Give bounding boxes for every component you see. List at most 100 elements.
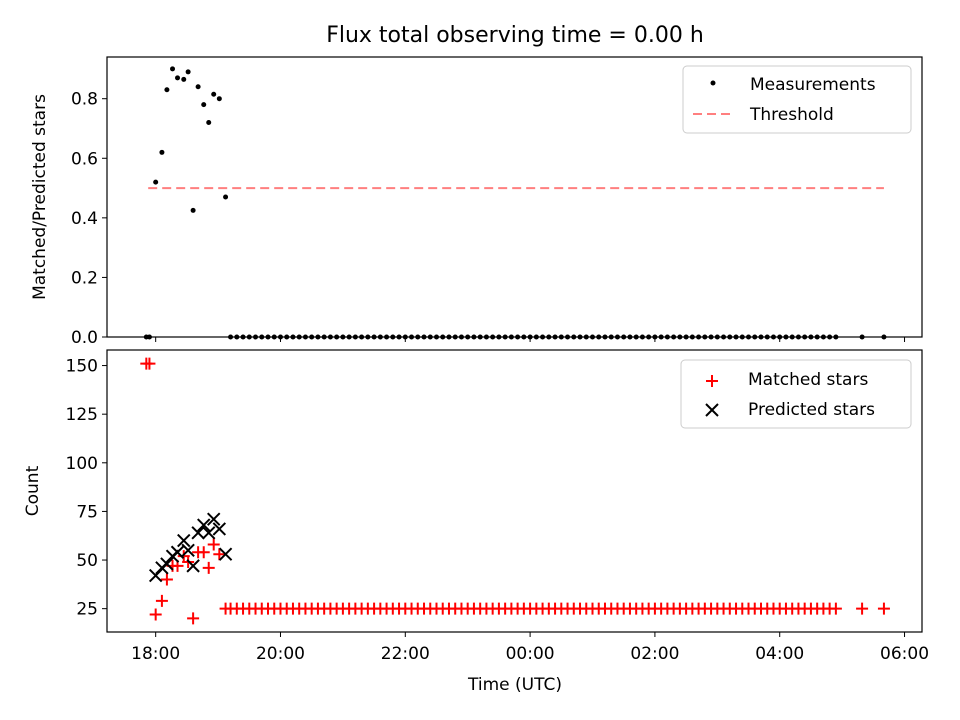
predicted-star-point-12	[212, 522, 227, 536]
measurement-point-104	[777, 334, 783, 340]
measurement-point-64	[527, 334, 533, 340]
x-tick-label-6: 06:00	[880, 644, 929, 664]
measurement-point-46	[415, 334, 421, 340]
predicted-star-point-2	[160, 557, 174, 571]
measurement-point-40	[377, 334, 383, 340]
x-axis-label: Time (UTC)	[467, 675, 562, 695]
measurement-point-96	[727, 334, 733, 340]
measurement-point-32	[327, 334, 333, 340]
measurement-point-108	[802, 334, 808, 340]
measurement-point-8	[185, 69, 191, 75]
measurement-point-115	[881, 334, 887, 340]
measurement-point-17	[234, 334, 240, 340]
matched-star-point-13	[207, 538, 220, 551]
measurement-point-110	[814, 334, 820, 340]
x-tick-label-2: 22:00	[381, 644, 430, 664]
measurement-point-13	[211, 91, 217, 97]
legend-measurements-marker	[710, 80, 716, 86]
measurement-point-101	[758, 334, 764, 340]
measurement-point-87	[671, 334, 677, 340]
ratio-legend: Measurements Threshold	[682, 65, 912, 134]
count-y-tick-label-3: 100	[66, 454, 98, 474]
matched-star-point-9	[187, 612, 200, 625]
measurement-point-26	[290, 334, 296, 340]
measurement-point-75	[596, 334, 602, 340]
ratio-y-tick-label-2: 0.4	[71, 209, 98, 229]
predicted-star-point-13	[218, 547, 233, 561]
measurement-point-73	[583, 334, 589, 340]
count-panel: Count 25 50 75 100 125 150 18:00 20:00 22:00 00:…	[23, 349, 929, 664]
measurement-point-103	[770, 334, 776, 340]
measurement-point-41	[384, 334, 390, 340]
predicted-star-point-11	[207, 512, 221, 526]
measurement-point-70	[565, 334, 571, 340]
measurement-point-79	[621, 334, 627, 340]
measurement-point-6	[175, 75, 181, 81]
figure-title: Flux total observing time = 0.00 h	[326, 23, 704, 48]
measurement-point-36	[352, 334, 358, 340]
measurement-point-106	[789, 334, 795, 340]
legend-measurements: Measurements	[750, 75, 876, 95]
measurement-point-99	[746, 334, 752, 340]
measurement-point-23	[271, 334, 277, 340]
matched-star-point-11	[197, 546, 210, 559]
measurement-point-74	[590, 334, 596, 340]
measurement-point-85	[658, 334, 664, 340]
measurement-point-89	[683, 334, 689, 340]
ratio-panel: Matched/Predicted stars 0.00.20.40.60.8 …	[30, 56, 923, 348]
count-x-ticks: 18:00 20:00 22:00 00:00 02:00 04:00 06:00	[131, 632, 929, 664]
measurement-point-20	[253, 334, 259, 340]
measurement-point-21	[259, 334, 265, 340]
measurement-point-30	[315, 334, 321, 340]
measurement-point-45	[409, 334, 415, 340]
measurement-point-42	[390, 334, 396, 340]
measurement-point-53	[458, 334, 464, 340]
legend-matched-marker	[706, 375, 718, 387]
count-y-tick-label-5: 150	[66, 357, 98, 377]
measurement-point-52	[452, 334, 458, 340]
measurement-point-44	[402, 334, 408, 340]
measurement-point-2	[153, 179, 159, 185]
legend-predicted-marker	[705, 403, 719, 417]
measurement-point-39	[371, 334, 377, 340]
measurement-point-71	[571, 334, 577, 340]
measurement-point-76	[602, 334, 608, 340]
measurement-point-28	[302, 334, 308, 340]
matched-star-point-3	[155, 594, 168, 607]
measurement-point-105	[783, 334, 789, 340]
measurement-point-98	[739, 334, 745, 340]
measurement-point-37	[359, 334, 365, 340]
predicted-star-point-6	[181, 543, 195, 558]
ratio-legend-box	[682, 65, 912, 134]
measurement-point-114	[859, 334, 865, 340]
count-points	[140, 357, 890, 625]
measurement-point-66	[540, 334, 546, 340]
x-tick-label-5: 04:00	[755, 644, 804, 664]
measurement-point-112	[827, 334, 833, 340]
measurement-point-63	[521, 334, 527, 340]
measurement-point-24	[277, 334, 283, 340]
measurement-point-1	[146, 334, 152, 340]
predicted-star-point-9	[197, 518, 211, 532]
ratio-ylabel: Matched/Predicted stars	[30, 94, 50, 300]
measurement-point-107	[795, 334, 801, 340]
measurement-point-82	[639, 334, 645, 340]
measurement-point-109	[808, 334, 814, 340]
measurement-point-59	[496, 334, 502, 340]
measurement-point-113	[833, 334, 839, 340]
count-y-tick-label-4: 125	[66, 405, 98, 425]
measurement-point-58	[490, 334, 496, 340]
measurement-point-86	[664, 334, 670, 340]
measurement-point-48	[427, 334, 433, 340]
count-y-tick-label-2: 75	[76, 502, 98, 522]
count-legend-box	[680, 359, 912, 429]
measurement-point-80	[627, 334, 633, 340]
measurement-points	[143, 66, 887, 340]
predicted-star-point-10	[202, 526, 216, 540]
measurement-point-50	[440, 334, 446, 340]
measurement-point-22	[265, 334, 271, 340]
measurement-point-15	[223, 194, 229, 200]
count-y-tick-label-0: 25	[76, 600, 98, 620]
measurement-point-102	[764, 334, 770, 340]
matched-star-point-115	[877, 602, 890, 615]
